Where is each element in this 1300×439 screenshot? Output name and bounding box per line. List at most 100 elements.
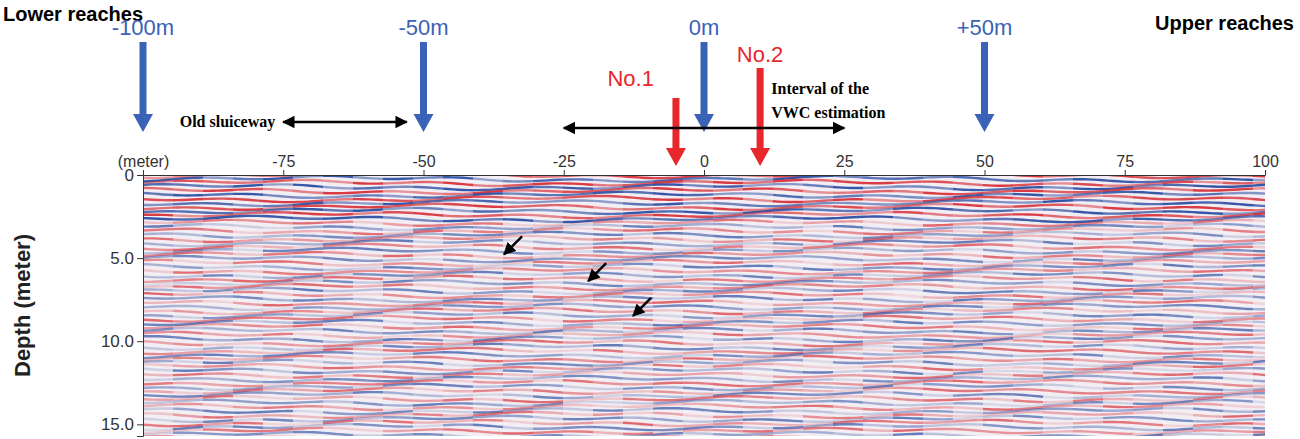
radar-band [1043,179,1073,180]
radar-band [773,253,803,255]
radar-band [743,276,773,278]
radar-band [1013,189,1043,192]
radar-band [863,281,893,284]
radar-band [443,183,473,185]
radar-band [1103,294,1133,296]
radar-band [1013,317,1043,319]
radar-band [413,349,443,351]
radar-band [443,219,473,222]
radar-band [863,202,893,205]
radar-band [263,209,293,211]
radar-band [863,299,893,301]
radar-band [233,177,263,180]
radar-band [893,376,923,379]
radar-band [1073,282,1103,284]
radar-band [233,280,263,281]
radar-band [833,361,863,364]
radar-band [323,206,353,207]
radar-band [323,383,353,384]
radar-band [1013,240,1043,242]
radar-band [173,337,203,339]
radar-band [713,246,743,248]
radar-band [143,275,173,278]
radar-band [443,352,473,353]
radar-band [533,355,563,356]
radar-band [1103,356,1133,358]
radar-band [953,374,983,376]
radar-band [1223,209,1253,210]
radar-band [233,225,263,227]
radar-band [173,366,203,367]
radar-band [443,245,473,246]
radar-band [233,364,263,365]
radar-band [1253,280,1265,283]
radar-band [863,380,893,381]
radar-band [413,317,443,319]
radar-band [1013,179,1043,182]
radar-band [443,214,473,217]
radar-band [563,346,593,347]
radar-band [173,361,203,362]
radar-band [983,266,1013,268]
radar-band [1193,359,1223,360]
radar-band [353,278,383,279]
radar-band [1223,243,1253,245]
radar-band [293,339,323,341]
radar-band [923,306,953,307]
radar-band [773,266,803,268]
radar-band [863,370,893,373]
radar-band [563,225,593,227]
radar-band [1223,203,1253,205]
radar-band [533,350,563,353]
radar-band [833,247,863,250]
radar-band [353,209,383,210]
radar-band [443,254,473,255]
radar-band [233,308,263,311]
radar-band [623,176,653,178]
radar-band [383,353,413,356]
radar-band [653,358,683,360]
radar-band [563,364,593,365]
radar-band [263,334,293,335]
radar-band [383,217,413,219]
radar-band [1103,315,1133,316]
radar-band [983,218,1013,221]
radar-band [953,204,983,206]
radar-band [1253,215,1265,218]
radar-band [833,186,863,189]
radar-band [593,341,623,343]
radar-band [773,308,803,310]
radar-band [713,189,743,190]
radar-band [1013,366,1043,369]
radar-band [203,301,233,303]
radar-band [1193,271,1223,272]
radar-band [1193,369,1223,371]
radar-band [743,242,773,245]
radar-band [893,305,923,306]
radar-band [1193,293,1223,295]
radar-band [743,360,773,362]
radar-band [593,262,623,264]
radar-band [1103,327,1133,328]
radar-band [203,229,233,231]
radar-band [983,381,1013,384]
radar-band [233,334,263,337]
radar-band [353,264,383,265]
radar-band [1193,244,1223,247]
radar-band [263,272,293,274]
radar-band [293,355,323,358]
radar-band [923,201,953,203]
radar-band [203,292,233,294]
radar-band [383,339,413,340]
radar-band [413,290,443,293]
radar-band [953,183,983,185]
radar-band [983,370,1013,373]
radar-band [503,339,533,342]
radar-band [443,339,473,342]
radar-band [863,353,893,356]
radar-band [1253,333,1265,334]
radar-band [203,246,233,248]
radar-band [293,243,323,246]
radar-band [953,347,983,350]
radar-band [893,234,923,236]
